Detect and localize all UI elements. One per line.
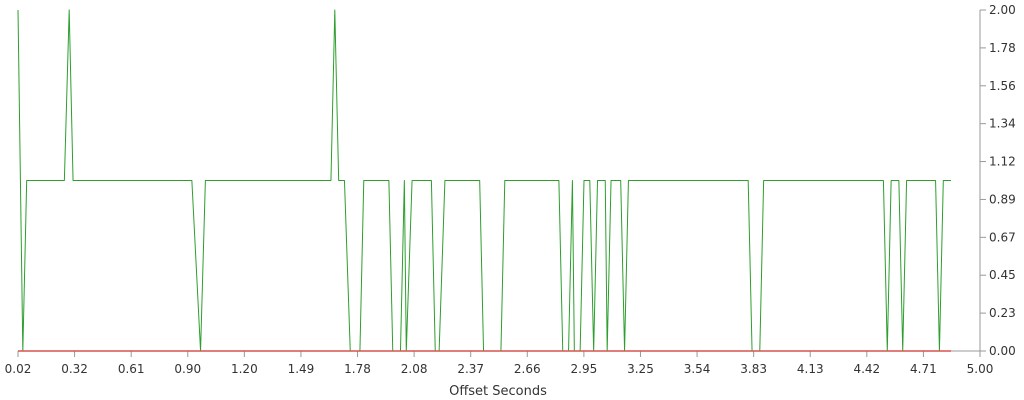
x-tick-label: 1.49: [288, 362, 315, 376]
x-tick-label: 2.37: [457, 362, 484, 376]
y-tick-label: 0.89: [989, 192, 1016, 206]
x-tick-label: 3.83: [740, 362, 767, 376]
x-tick-label: 2.08: [401, 362, 428, 376]
x-tick-label: 3.25: [627, 362, 654, 376]
axes: 0.02 0.32 0.61 0.90 1.20 1.49 1.78 2.08 2.37 2.66…: [5, 3, 1016, 376]
y-tick-label: 0.00: [989, 344, 1016, 358]
series-layer: [17, 9, 952, 352]
y-tick-label: 1.56: [989, 79, 1016, 93]
x-tick-label: 0.32: [61, 362, 88, 376]
x-tick-label: 4.13: [797, 362, 824, 376]
y-tick-label: 0.45: [989, 268, 1016, 282]
x-tick-label: 2.95: [571, 362, 598, 376]
x-tick-label: 1.78: [344, 362, 371, 376]
y-tick-label: 1.78: [989, 41, 1016, 55]
y-tick-label: 0.23: [989, 306, 1016, 320]
x-tick-label: 4.71: [910, 362, 937, 376]
x-tick-label: 5.00: [967, 362, 994, 376]
y-tick-label: 1.12: [989, 155, 1016, 169]
series-line-1: [17, 9, 952, 352]
x-tick-label: 0.61: [118, 362, 145, 376]
y-tick-label: 1.34: [989, 117, 1016, 131]
y-tick-label: 2.00: [989, 3, 1016, 17]
x-tick-label: 1.20: [231, 362, 258, 376]
x-tick-label: 0.90: [174, 362, 201, 376]
x-axis-title: Offset Seconds: [449, 384, 547, 399]
x-tick-label: 0.02: [5, 362, 32, 376]
x-tick-label: 2.66: [514, 362, 541, 376]
x-tick-label: 3.54: [684, 362, 711, 376]
x-tick-label: 4.42: [853, 362, 880, 376]
y-tick-label: 0.67: [989, 230, 1016, 244]
